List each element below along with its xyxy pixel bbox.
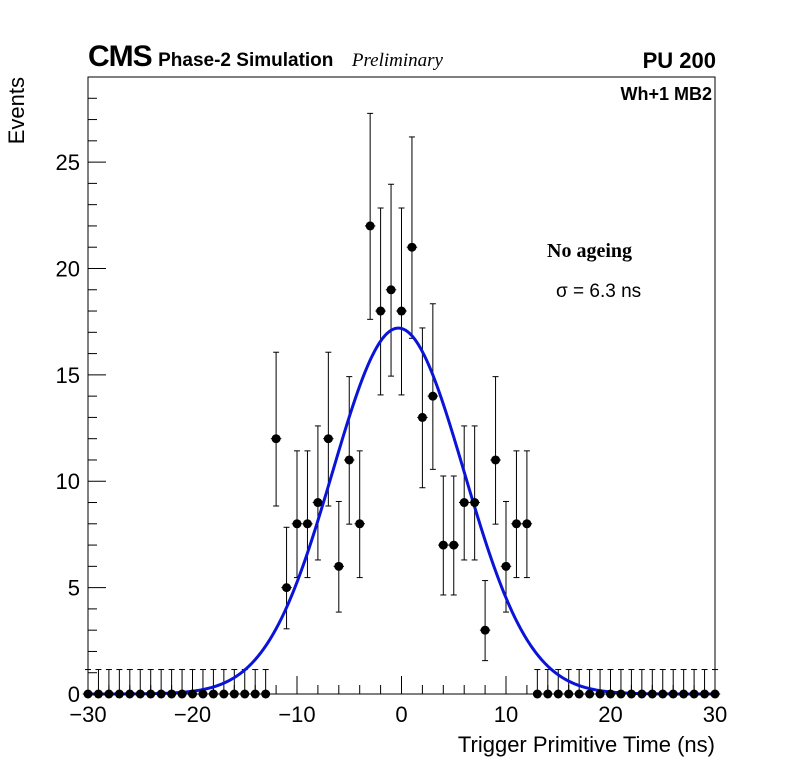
x-tick-label: 30 [703, 702, 727, 727]
data-point [271, 434, 281, 444]
data-point [397, 306, 406, 316]
data-point [480, 625, 490, 635]
data-point [491, 455, 501, 465]
data-point [344, 455, 354, 465]
data-point [302, 519, 312, 529]
experiment-name: CMS [88, 40, 153, 73]
x-tick-label: −10 [278, 702, 315, 727]
pileup-label: PU 200 [642, 48, 716, 73]
region-label: Wh+1 MB2 [620, 84, 712, 104]
cms-label: CMS Phase-2 Simulation Preliminary [88, 40, 443, 74]
y-tick-label: 10 [56, 469, 80, 494]
x-tick-label: 20 [598, 702, 622, 727]
condition-label: No ageing [547, 240, 632, 262]
data-point [417, 412, 427, 422]
x-tick-label: 10 [494, 702, 518, 727]
simulation-label: Phase-2 Simulation [158, 50, 334, 71]
data-point [282, 583, 292, 593]
data-point [376, 306, 386, 316]
data-point [323, 434, 333, 444]
data-point [511, 519, 521, 529]
data-point [449, 540, 459, 550]
data-point [365, 221, 375, 231]
y-tick-label: 25 [56, 150, 80, 175]
data-point [407, 242, 417, 252]
data-point [501, 561, 511, 571]
data-point [313, 498, 323, 508]
sigma-label: σ = 6.3 ns [556, 281, 642, 302]
x-tick-label: −30 [69, 702, 106, 727]
y-axis-title: Events [4, 77, 29, 144]
data-point [459, 498, 469, 508]
data-point [428, 391, 438, 401]
y-tick-label: 0 [68, 682, 80, 707]
x-tick-label: 0 [395, 702, 407, 727]
data-point [334, 561, 344, 571]
plot-frame [87, 76, 716, 695]
data-point [386, 285, 396, 295]
x-axis-title: Trigger Primitive Time (ns) [458, 732, 715, 757]
x-tick-label: −20 [174, 702, 211, 727]
y-tick-label: 5 [68, 576, 80, 601]
y-tick-label: 15 [56, 363, 80, 388]
data-point [355, 519, 365, 529]
data-point [522, 519, 532, 529]
status-label: Preliminary [351, 50, 443, 71]
data-point [292, 519, 302, 529]
y-tick-label: 20 [56, 256, 80, 281]
data-point [470, 498, 480, 508]
data-point [438, 540, 448, 550]
